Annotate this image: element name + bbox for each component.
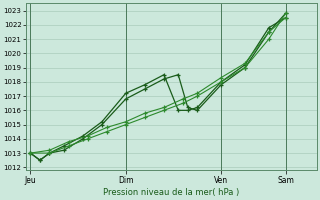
- X-axis label: Pression niveau de la mer( hPa ): Pression niveau de la mer( hPa ): [103, 188, 239, 197]
